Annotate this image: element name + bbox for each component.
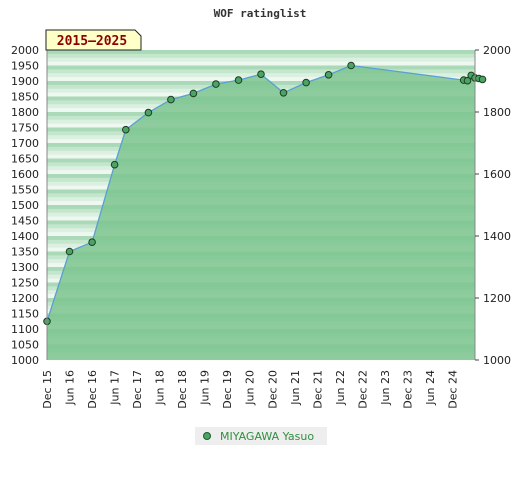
data-point	[88, 238, 96, 246]
x-tick-label: Dec 24	[447, 370, 460, 409]
y-tick-label-left: 1550	[11, 184, 39, 197]
legend-label: MIYAGAWA Yasuo	[220, 430, 314, 443]
y-tick-label-left: 1450	[11, 215, 39, 228]
y-tick-label-left: 1000	[11, 354, 39, 367]
x-tick-label: Dec 23	[401, 370, 414, 409]
period-badge: 2015–2025	[45, 29, 142, 51]
x-tick-label: Dec 22	[356, 370, 369, 409]
x-tick-label: Dec 15	[41, 370, 54, 409]
x-tick-label: Jun 19	[199, 370, 212, 406]
legend: MIYAGAWA Yasuo	[195, 427, 327, 445]
y-tick-label-right: 1200	[483, 292, 511, 305]
y-tick-label-left: 1700	[11, 137, 39, 150]
y-tick-label-right: 2000	[483, 44, 511, 57]
data-point	[478, 75, 487, 84]
data-point	[279, 89, 288, 97]
data-point	[167, 95, 175, 104]
x-tick-label: Dec 21	[311, 370, 324, 409]
x-tick-label: Jun 20	[244, 370, 257, 406]
y-tick-label-left: 1750	[11, 122, 39, 135]
plot-band	[47, 61, 475, 66]
plot-band	[47, 65, 475, 70]
y-axis-left: 1000 1050 1100 1150 1200 1250 1300 1350 1400 1450…	[11, 44, 48, 367]
y-tick-label-left: 1600	[11, 168, 39, 181]
y-tick-label-left: 1250	[11, 277, 39, 290]
data-point	[212, 80, 220, 88]
y-tick-label-left: 1400	[11, 230, 39, 243]
data-point	[144, 108, 153, 117]
x-tick-label: Dec 17	[131, 370, 144, 409]
data-point	[65, 247, 74, 256]
y-tick-label-right: 1600	[483, 168, 511, 181]
x-tick-label: Jun 23	[379, 370, 392, 406]
x-tick-label: Jun 16	[64, 370, 77, 406]
chart-title: WOF ratinglist	[214, 7, 307, 20]
y-tick-label-left: 1950	[11, 60, 39, 73]
y-tick-label-left: 1100	[11, 323, 39, 336]
x-tick-label: Jun 21	[289, 370, 302, 406]
y-tick-label-left: 1050	[11, 339, 39, 352]
y-tick-label-left: 1300	[11, 261, 39, 274]
rating-area	[47, 65, 475, 360]
plot-band	[47, 50, 475, 55]
y-tick-label-left: 1150	[11, 308, 39, 321]
data-point	[189, 89, 198, 98]
data-point	[110, 160, 119, 169]
x-tick-label: Jun 18	[154, 370, 167, 406]
data-point	[302, 78, 310, 87]
y-tick-label-left: 2000	[11, 44, 39, 57]
x-tick-label: Jun 24	[424, 370, 437, 406]
y-tick-label-left: 1350	[11, 246, 39, 259]
y-tick-label-right: 1000	[483, 354, 511, 367]
x-axis: Dec 15 Jun 16 Dec 16 Jun 17 Dec 17 Jun 18 Dec …	[41, 370, 460, 409]
x-tick-label: Dec 16	[86, 370, 99, 409]
plot-band	[47, 53, 475, 59]
y-tick-label-left: 1200	[11, 292, 39, 305]
y-tick-label-left: 1650	[11, 153, 39, 166]
y-tick-label-left: 1500	[11, 199, 39, 212]
data-point	[347, 61, 355, 70]
y-tick-label-left: 1900	[11, 75, 39, 88]
plot-band	[47, 57, 475, 62]
x-tick-label: Jun 22	[334, 370, 347, 406]
data-point	[234, 76, 243, 84]
y-tick-label-right: 1800	[483, 106, 511, 119]
period-label: 2015–2025	[57, 34, 127, 49]
y-axis-right: 1000 1200 1400 1600 1800 2000	[474, 44, 511, 367]
y-tick-label-left: 1850	[11, 91, 39, 104]
data-point	[257, 70, 265, 78]
area-fill	[47, 65, 475, 360]
y-tick-label-left: 1800	[11, 106, 39, 119]
data-point	[463, 76, 472, 85]
x-tick-label: Dec 18	[176, 370, 189, 409]
data-point	[324, 71, 333, 79]
x-tick-label: Dec 19	[221, 370, 234, 409]
data-point	[122, 125, 130, 134]
y-tick-label-right: 1400	[483, 230, 511, 243]
x-tick-label: Jun 17	[109, 370, 122, 406]
legend-marker-icon	[203, 432, 211, 440]
x-tick-label: Dec 20	[266, 370, 279, 409]
